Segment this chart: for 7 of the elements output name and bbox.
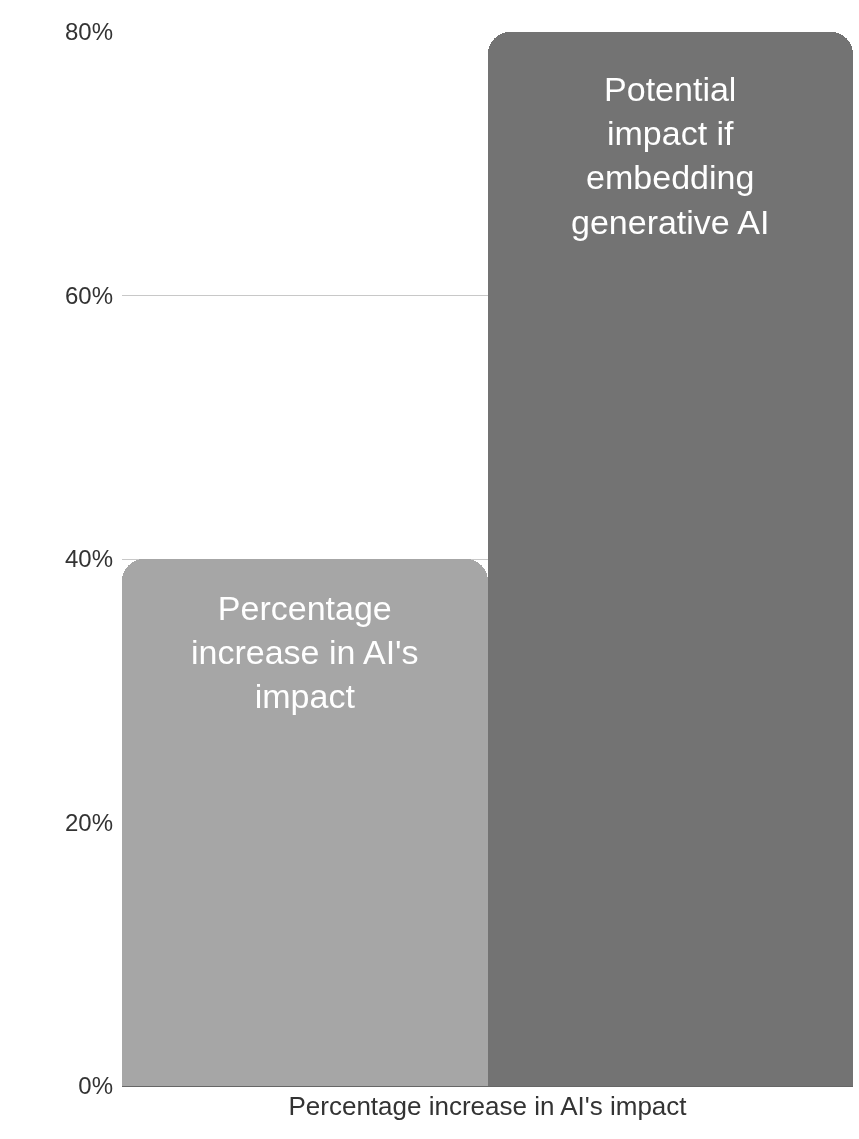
y-tick-label: 0% <box>78 1072 113 1100</box>
y-tick-label: 80% <box>64 18 113 46</box>
y-tick-label: 60% <box>64 281 113 309</box>
y-tick-label: 20% <box>64 808 113 836</box>
x-axis-title: Percentage increase in AI's impact <box>288 1091 688 1122</box>
y-tick-label: 40% <box>64 545 113 573</box>
x-tick-label: Potential impact if embedding generative AI <box>571 70 770 241</box>
